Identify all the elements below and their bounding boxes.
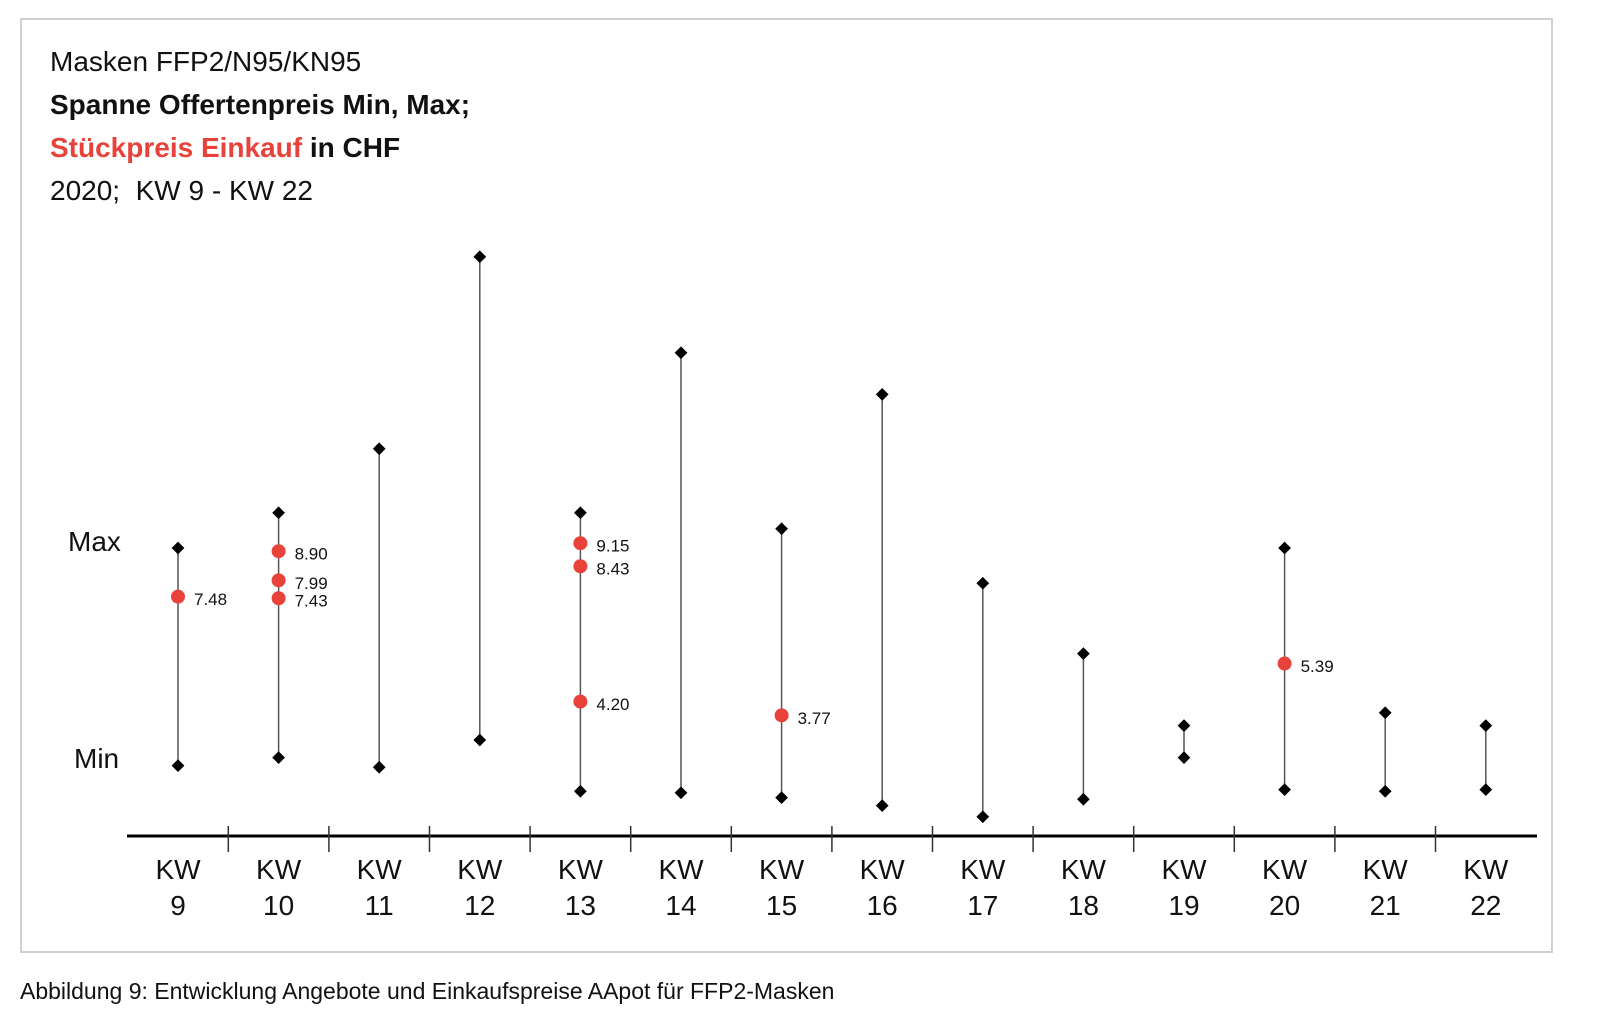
range-end [775, 791, 788, 804]
x-tick-label: KW 16 [859, 854, 905, 921]
purchase-price [573, 694, 588, 709]
x-tick-label: KW 11 [356, 854, 402, 921]
range-end [875, 799, 889, 812]
range-end [171, 759, 185, 772]
range-end [171, 541, 185, 555]
price-label: 3.77 [798, 709, 831, 728]
legend-entry: Stückpreis Einkauf [50, 132, 303, 163]
price-label: 7.99 [295, 574, 328, 593]
range-end [574, 506, 587, 520]
max-label: Max [68, 526, 121, 557]
range-end [1378, 784, 1392, 798]
chart-subtitle: Spanne Offertenpreis Min, Max; [50, 89, 471, 120]
range-end [272, 751, 285, 764]
range-end [372, 760, 386, 774]
min-label: Min [74, 743, 120, 774]
range-end [272, 506, 285, 520]
x-tick-label: KW 14 [658, 854, 704, 921]
range-end [1177, 719, 1191, 732]
range-end [473, 250, 487, 264]
purchase-price [1277, 656, 1292, 671]
x-tick-label: KW 20 [1262, 854, 1308, 921]
legend-line: Stückpreis Einkauf in CHF [50, 132, 400, 164]
x-tick-label: KW 12 [457, 854, 503, 921]
range-end [574, 784, 587, 798]
price-label: 9.15 [596, 537, 629, 556]
range-end [875, 388, 889, 401]
range-end [1077, 647, 1090, 660]
x-tick-label: KW 19 [1161, 854, 1207, 921]
x-tick-label: KW 21 [1362, 854, 1408, 921]
range-end [1378, 706, 1392, 720]
x-tick-label: KW 18 [1060, 854, 1106, 921]
purchase-price [573, 559, 588, 574]
purchase-price [774, 708, 789, 723]
purchase-price [271, 591, 286, 606]
range-end [1479, 783, 1493, 796]
x-tick-label: KW 15 [759, 854, 805, 921]
x-tick-label: KW 10 [256, 854, 302, 921]
price-label: 8.90 [295, 545, 328, 564]
purchase-price [271, 544, 286, 559]
range-end [674, 786, 688, 800]
period-label: 2020; KW 9 - KW 22 [50, 175, 313, 206]
x-tick-label: KW 13 [557, 854, 603, 921]
purchase-price [171, 589, 185, 604]
range-end [976, 576, 990, 590]
x-tick-label: KW 17 [960, 854, 1006, 921]
range-end [1077, 792, 1090, 806]
range-end [1177, 751, 1191, 764]
chart-title: Masken FFP2/N95/KN95 [50, 46, 362, 77]
price-label: 5.39 [1301, 657, 1334, 676]
purchase-price [271, 573, 286, 588]
range-end [775, 522, 788, 536]
range-end [1278, 541, 1291, 555]
range-end [372, 442, 386, 456]
caption: Abbildung 9: Entwicklung Angebote und Ei… [20, 978, 835, 1004]
price-label: 4.20 [596, 695, 629, 714]
range-end [1479, 719, 1493, 732]
price-label: 7.48 [194, 590, 227, 609]
x-tick-label: KW 22 [1463, 854, 1509, 921]
purchase-price [573, 536, 588, 551]
price-label: 8.43 [596, 560, 629, 579]
range-end [976, 810, 990, 824]
chart-frame [20, 18, 1553, 953]
x-tick-label: KW 9 [155, 854, 201, 921]
price-label: 7.43 [295, 592, 328, 611]
range-end [674, 346, 688, 360]
unit-label: in CHF [309, 132, 401, 163]
range-end [473, 733, 487, 747]
range-end [1278, 783, 1291, 796]
